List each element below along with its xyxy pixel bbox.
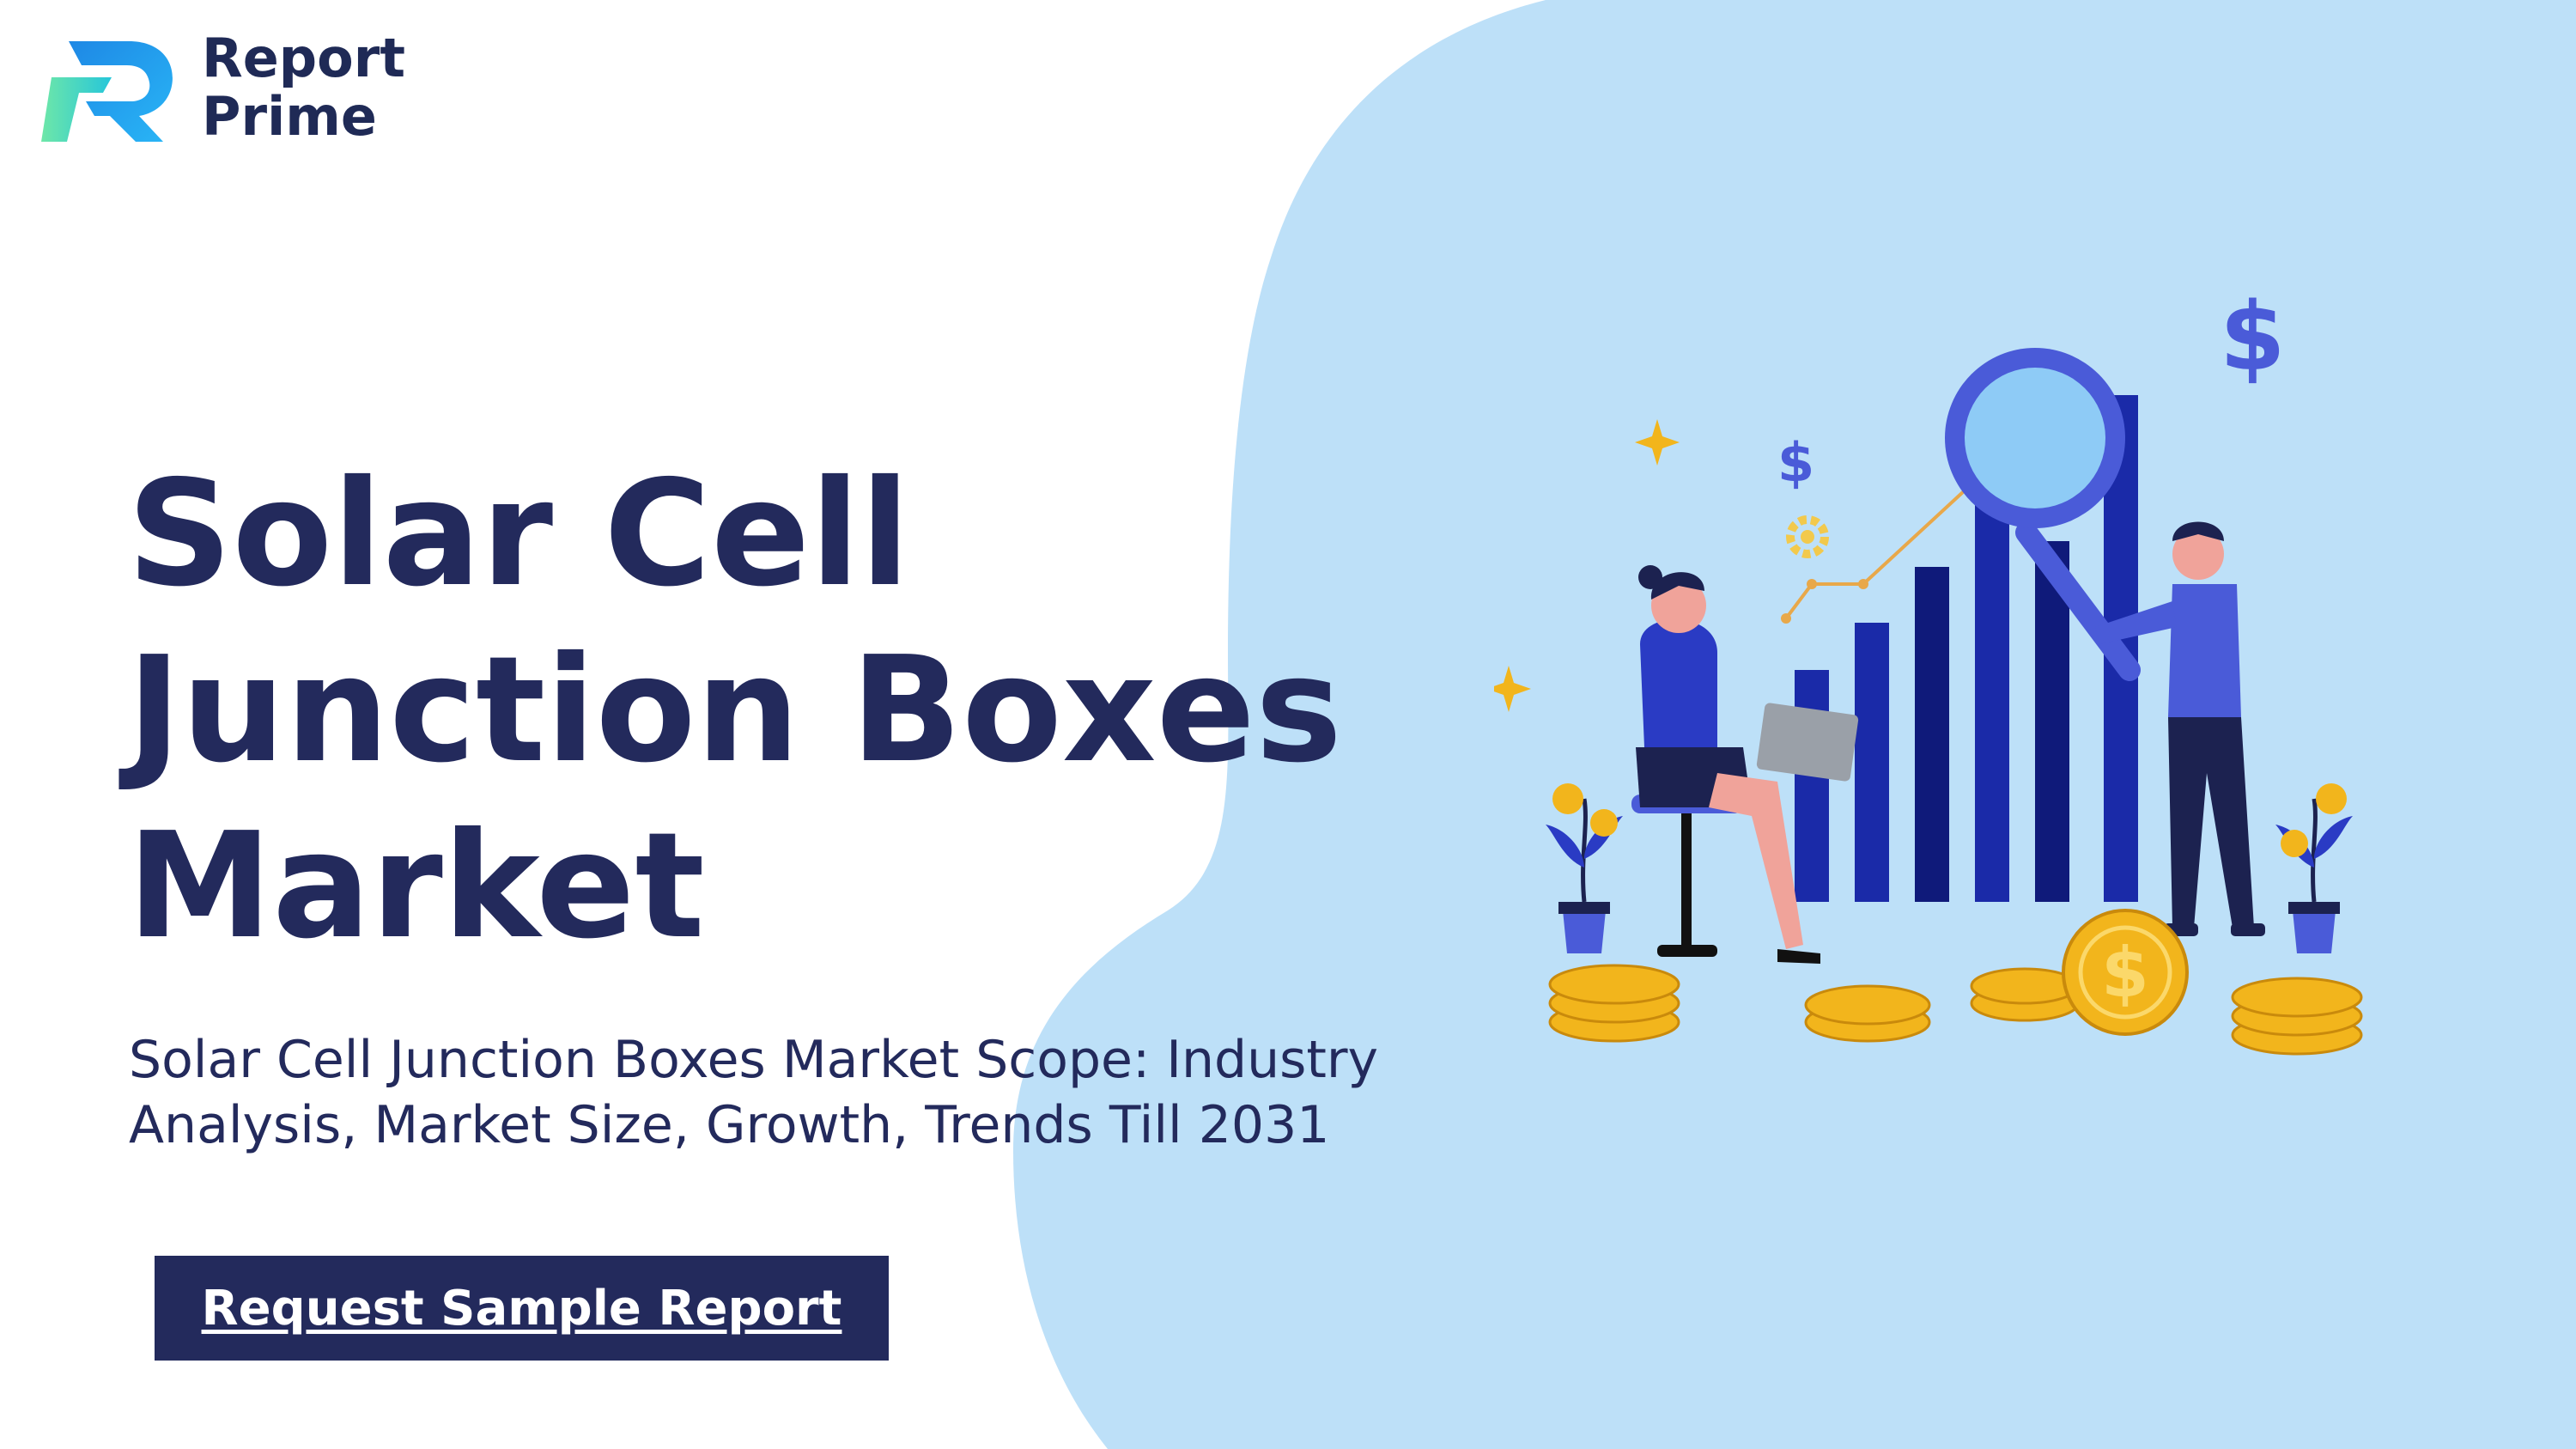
request-sample-report-button[interactable]: Request Sample Report xyxy=(155,1256,889,1361)
sparkle-icon xyxy=(1494,666,1531,712)
logo-wordmark: Report Prime xyxy=(202,29,405,146)
logo-line-1: Report xyxy=(202,27,405,89)
subtitle-line-1: Solar Cell Junction Boxes Market Scope: … xyxy=(129,1030,1379,1090)
svg-text:$: $ xyxy=(2101,933,2149,1013)
plant-icon xyxy=(2275,783,2353,953)
request-sample-report-label: Request Sample Report xyxy=(201,1280,842,1336)
title-line-1: Solar Cell xyxy=(127,449,910,619)
subtitle-line-2: Analysis, Market Size, Growth, Trends Ti… xyxy=(129,1095,1330,1155)
man-figure xyxy=(2095,521,2265,936)
market-analysis-illustration: $ $ xyxy=(1494,282,2363,1056)
coin-icon: $ xyxy=(2062,909,2189,1036)
page-subtitle: Solar Cell Junction Boxes Market Scope: … xyxy=(129,1027,1378,1158)
logo-mark-icon xyxy=(41,41,173,142)
logo-line-2: Prime xyxy=(202,85,377,148)
brand-logo[interactable]: Report Prime xyxy=(34,29,429,149)
gear-icon xyxy=(1786,515,1829,558)
sparkle-icon xyxy=(1635,419,1680,466)
woman-figure xyxy=(1631,565,1859,964)
dollar-icon: $ xyxy=(2220,282,2286,392)
title-line-2: Junction Boxes xyxy=(127,625,1343,795)
coin-icon xyxy=(1548,964,1680,1043)
page-title: Solar Cell Junction Boxes Market xyxy=(127,447,1342,975)
magnifier-icon xyxy=(1945,348,2141,681)
coin-icon xyxy=(1804,984,1931,1043)
coin-icon xyxy=(2231,977,2363,1056)
title-line-3: Market xyxy=(127,801,705,971)
dollar-icon: $ xyxy=(1777,431,1814,494)
coin-icon xyxy=(1970,967,2080,1022)
plant-icon xyxy=(1546,783,1623,953)
